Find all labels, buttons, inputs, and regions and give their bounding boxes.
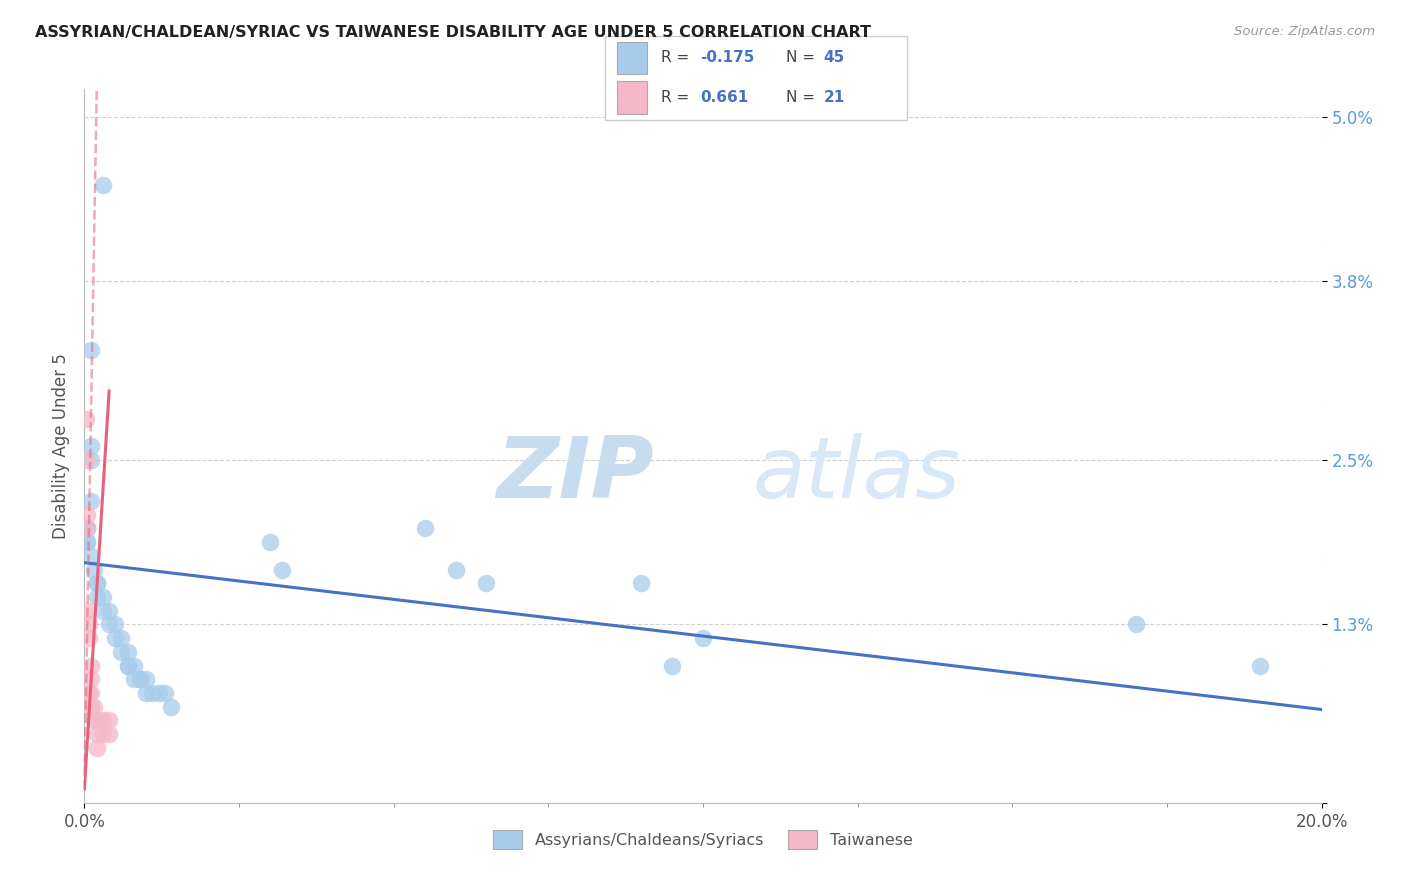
Point: [630, 576, 652, 591]
Point: [135, 686, 157, 700]
Point: [475, 576, 498, 591]
Point: [661, 658, 683, 673]
Point: [79, 439, 101, 453]
Point: [83, 714, 105, 728]
Point: [79, 699, 101, 714]
Point: [104, 617, 127, 632]
Point: [98, 714, 121, 728]
Point: [86, 740, 108, 755]
Point: [76, 604, 98, 618]
Point: [98, 604, 121, 618]
Point: [91, 178, 114, 193]
Point: [122, 673, 145, 687]
Point: [77, 617, 100, 632]
Point: [79, 343, 101, 357]
Point: [86, 727, 108, 741]
Point: [75, 411, 97, 425]
Point: [148, 686, 170, 700]
Point: [79, 658, 101, 673]
Point: [76, 521, 98, 535]
Point: [153, 686, 176, 700]
Text: -0.175: -0.175: [700, 50, 754, 65]
Point: [110, 631, 132, 645]
Point: [83, 699, 105, 714]
Point: [98, 617, 121, 632]
Point: [122, 658, 145, 673]
Text: ASSYRIAN/CHALDEAN/SYRIAC VS TAIWANESE DISABILITY AGE UNDER 5 CORRELATION CHART: ASSYRIAN/CHALDEAN/SYRIAC VS TAIWANESE DI…: [35, 25, 872, 40]
Text: R =: R =: [661, 50, 693, 65]
Y-axis label: Disability Age Under 5: Disability Age Under 5: [52, 353, 70, 539]
Point: [79, 673, 101, 687]
Text: R =: R =: [661, 90, 693, 105]
FancyBboxPatch shape: [617, 81, 647, 113]
Text: Source: ZipAtlas.com: Source: ZipAtlas.com: [1234, 25, 1375, 38]
Point: [91, 714, 114, 728]
Point: [129, 673, 152, 687]
Point: [135, 673, 157, 687]
Legend: Assyrians/Chaldeans/Syriacs, Taiwanese: Assyrians/Chaldeans/Syriacs, Taiwanese: [486, 823, 920, 855]
Point: [79, 686, 101, 700]
Point: [77, 631, 100, 645]
Point: [86, 576, 108, 591]
Point: [83, 562, 105, 576]
Point: [77, 686, 100, 700]
Point: [117, 645, 139, 659]
Text: N =: N =: [786, 50, 820, 65]
Point: [271, 562, 294, 576]
Point: [79, 452, 101, 467]
Point: [75, 452, 97, 467]
Point: [91, 727, 114, 741]
Point: [86, 576, 108, 591]
Point: [104, 631, 127, 645]
Point: [444, 562, 467, 576]
Point: [76, 521, 98, 535]
Text: N =: N =: [786, 90, 820, 105]
FancyBboxPatch shape: [617, 42, 647, 74]
Point: [79, 494, 101, 508]
Point: [1249, 658, 1271, 673]
Point: [413, 521, 436, 535]
Text: ZIP: ZIP: [496, 433, 654, 516]
Text: 0.661: 0.661: [700, 90, 748, 105]
Point: [76, 508, 98, 522]
Point: [76, 535, 98, 549]
Point: [129, 673, 152, 687]
Point: [98, 727, 121, 741]
Point: [91, 590, 114, 604]
Point: [692, 631, 714, 645]
Point: [76, 521, 98, 535]
Point: [259, 535, 281, 549]
Point: [91, 604, 114, 618]
Point: [110, 645, 132, 659]
Point: [86, 590, 108, 604]
Point: [76, 535, 98, 549]
Text: 21: 21: [824, 90, 845, 105]
Point: [117, 658, 139, 673]
Point: [79, 549, 101, 563]
Point: [86, 714, 108, 728]
Point: [1125, 617, 1147, 632]
Point: [141, 686, 163, 700]
Text: atlas: atlas: [752, 433, 960, 516]
Text: 45: 45: [824, 50, 845, 65]
Point: [160, 699, 183, 714]
Point: [117, 658, 139, 673]
